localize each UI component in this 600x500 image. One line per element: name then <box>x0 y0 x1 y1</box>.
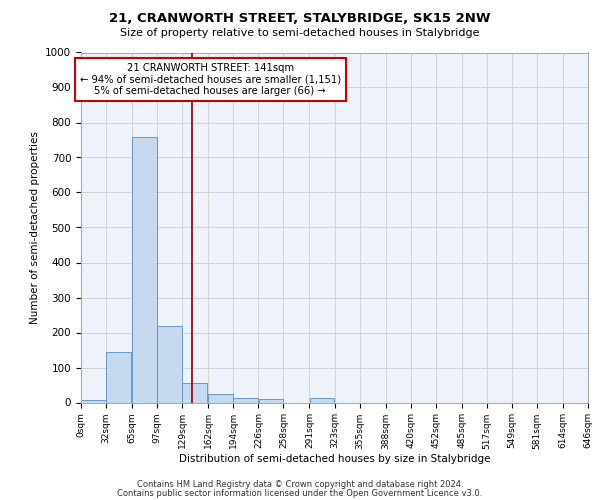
Bar <box>259 399 283 402</box>
Bar <box>310 398 334 402</box>
X-axis label: Distribution of semi-detached houses by size in Stalybridge: Distribution of semi-detached houses by … <box>179 454 490 464</box>
Text: 21, CRANWORTH STREET, STALYBRIDGE, SK15 2NW: 21, CRANWORTH STREET, STALYBRIDGE, SK15 … <box>109 12 491 26</box>
Text: 21 CRANWORTH STREET: 141sqm
← 94% of semi-detached houses are smaller (1,151)
5%: 21 CRANWORTH STREET: 141sqm ← 94% of sem… <box>80 63 341 96</box>
Bar <box>132 136 157 402</box>
Bar <box>157 326 182 402</box>
Bar <box>208 394 233 402</box>
Bar <box>106 352 131 403</box>
Text: Contains public sector information licensed under the Open Government Licence v3: Contains public sector information licen… <box>118 489 482 498</box>
Bar <box>182 382 207 402</box>
Y-axis label: Number of semi-detached properties: Number of semi-detached properties <box>29 131 40 324</box>
Bar <box>81 400 106 402</box>
Text: Contains HM Land Registry data © Crown copyright and database right 2024.: Contains HM Land Registry data © Crown c… <box>137 480 463 489</box>
Text: Size of property relative to semi-detached houses in Stalybridge: Size of property relative to semi-detach… <box>120 28 480 38</box>
Bar <box>233 398 258 402</box>
